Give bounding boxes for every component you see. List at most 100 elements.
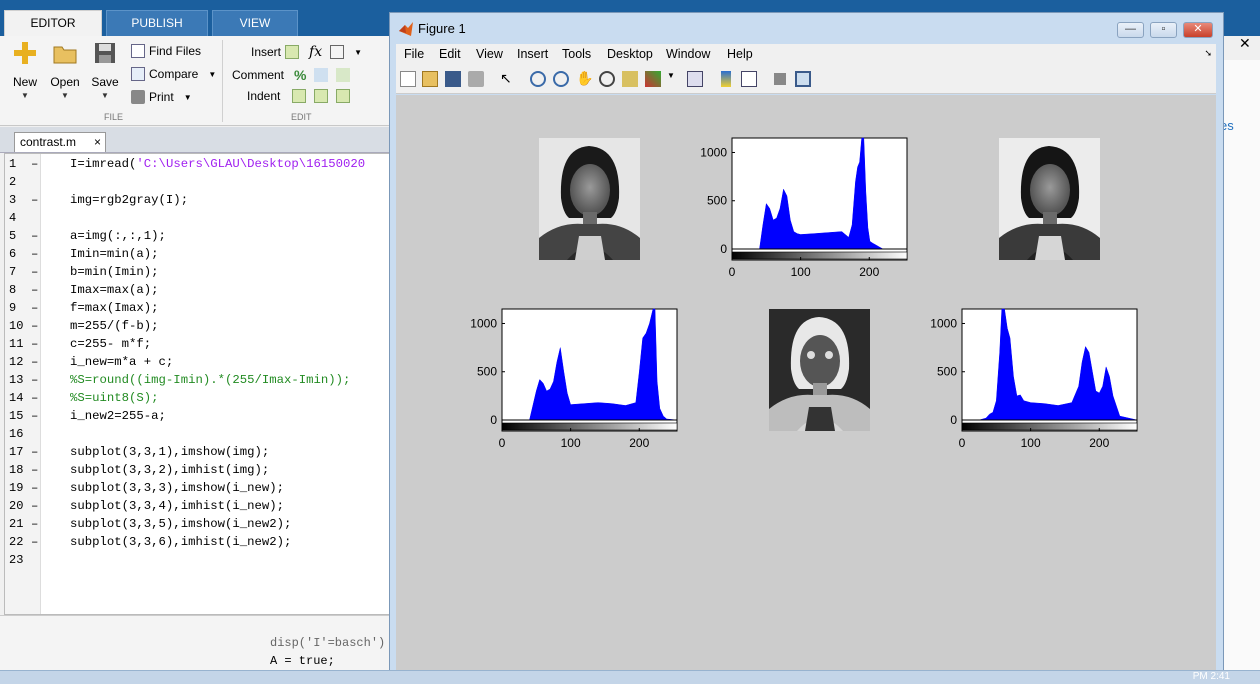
save-button[interactable]: Save ▼ xyxy=(86,42,124,100)
breakpoint-marker[interactable]: – xyxy=(31,265,39,279)
code-line[interactable]: m=255/(f-b); xyxy=(70,317,159,335)
breakpoint-marker[interactable]: – xyxy=(31,301,39,315)
menu-edit[interactable]: Edit xyxy=(439,47,461,61)
open-file-icon[interactable] xyxy=(422,71,438,87)
code-line[interactable]: f=max(Imax); xyxy=(70,299,159,317)
zoom-in-icon[interactable] xyxy=(530,71,546,87)
file-tab-contrast[interactable]: contrast.m × xyxy=(14,132,106,152)
colorbar-icon[interactable] xyxy=(721,71,731,87)
code-line[interactable]: c=255- m*f; xyxy=(70,335,151,353)
decrease-indent-icon[interactable] xyxy=(336,89,351,103)
smart-indent-icon[interactable] xyxy=(292,89,307,103)
breakpoint-marker[interactable]: – xyxy=(31,283,39,297)
tab-view[interactable]: VIEW xyxy=(212,10,298,36)
menu-view[interactable]: View xyxy=(476,47,503,61)
comment-percent-icon[interactable]: % xyxy=(294,67,307,83)
wrap-comments-icon[interactable] xyxy=(336,68,351,82)
breakpoint-marker[interactable]: – xyxy=(31,481,39,495)
open-button[interactable]: Open ▼ xyxy=(46,42,84,100)
code-text: b=min(Imin); xyxy=(70,265,159,279)
code-line[interactable]: img=rgb2gray(I); xyxy=(70,191,188,209)
close-button[interactable]: ✕ xyxy=(1183,22,1213,38)
menu-desktop[interactable]: Desktop xyxy=(607,47,653,61)
rotate-3d-icon[interactable] xyxy=(599,71,615,87)
code-line[interactable]: a=img(:,:,1); xyxy=(70,227,166,245)
show-plot-tools-icon[interactable] xyxy=(795,71,811,87)
menu-help[interactable]: Help xyxy=(727,47,753,61)
print-figure-icon[interactable] xyxy=(468,71,484,87)
legend-icon[interactable] xyxy=(741,71,757,87)
y-tick-label: 0 xyxy=(490,413,497,427)
close-icon[interactable]: ✕ xyxy=(1239,35,1251,51)
zoom-out-icon[interactable] xyxy=(553,71,569,87)
chevron-down-icon[interactable]: ▼ xyxy=(354,47,363,57)
undock-arrow-icon[interactable]: ➘ xyxy=(1204,48,1212,58)
breakpoint-marker[interactable]: – xyxy=(31,247,39,261)
code-editor[interactable]: 1–2 3–4 5–6–7–8–9–10–11–12–13–14–15–16 17–1… xyxy=(4,153,390,615)
data-cursor-icon[interactable] xyxy=(622,71,638,87)
code-line[interactable]: i_new2=255-a; xyxy=(70,407,166,425)
breakpoint-marker[interactable]: – xyxy=(31,229,39,243)
breakpoint-marker[interactable]: – xyxy=(31,391,39,405)
indent-button[interactable]: Indent xyxy=(247,89,351,103)
breakpoint-marker[interactable]: – xyxy=(31,445,39,459)
print-button[interactable]: Print ▼ xyxy=(131,90,192,104)
code-line[interactable]: Imax=max(a); xyxy=(70,281,159,299)
code-line[interactable]: %S=round((img-Imin).*(255/Imax-Imin)); xyxy=(70,371,350,389)
code-line[interactable]: subplot(3,3,6),imhist(i_new2); xyxy=(70,533,291,551)
link-plot-icon[interactable] xyxy=(687,71,703,87)
uncomment-icon[interactable] xyxy=(314,68,329,82)
code-line[interactable]: b=min(Imin); xyxy=(70,263,159,281)
menu-file[interactable]: File xyxy=(404,47,425,61)
code-line[interactable]: %S=uint8(S); xyxy=(70,389,159,407)
y-tick-label: 1000 xyxy=(700,145,727,159)
menu-insert[interactable]: Insert xyxy=(517,47,549,61)
breakpoint-marker[interactable]: – xyxy=(31,463,39,477)
chevron-down-icon[interactable]: ▼ xyxy=(667,71,675,80)
code-line[interactable]: I=imread('C:\Users\GLAU\Desktop\16150020 xyxy=(70,155,365,173)
line-number: 13 xyxy=(9,373,24,387)
menu-window[interactable]: Window xyxy=(666,47,711,61)
code-line[interactable]: subplot(3,3,5),imshow(i_new2); xyxy=(70,515,291,533)
function-browser-icon[interactable] xyxy=(330,45,345,59)
pan-hand-icon[interactable]: ✋ xyxy=(576,70,594,86)
fx-icon[interactable]: fx xyxy=(309,44,323,60)
y-tick-label: 500 xyxy=(707,194,727,208)
breakpoint-marker[interactable]: – xyxy=(31,319,39,333)
code-line[interactable]: subplot(3,3,2),imhist(img); xyxy=(70,461,269,479)
find-files-button[interactable]: Find Files xyxy=(131,44,201,58)
code-line[interactable]: subplot(3,3,3),imshow(i_new); xyxy=(70,479,284,497)
y-tick-label: 0 xyxy=(720,242,727,256)
code-line[interactable]: i_new=m*a + c; xyxy=(70,353,173,371)
pointer-icon[interactable]: ↖ xyxy=(500,70,512,86)
breakpoint-marker[interactable]: – xyxy=(31,355,39,369)
compare-button[interactable]: Compare ▼ xyxy=(131,67,216,81)
tab-editor[interactable]: EDITOR xyxy=(4,10,102,36)
code-line[interactable]: Imin=min(a); xyxy=(70,245,159,263)
save-figure-icon[interactable] xyxy=(445,71,461,87)
maximize-button[interactable]: ▫ xyxy=(1150,22,1177,38)
menu-tools[interactable]: Tools xyxy=(562,47,592,61)
breakpoint-marker[interactable]: – xyxy=(31,193,39,207)
breakpoint-marker[interactable]: – xyxy=(31,535,39,549)
comment-button[interactable]: Comment % xyxy=(232,67,351,83)
brush-icon[interactable] xyxy=(645,71,661,87)
tab-publish[interactable]: PUBLISH xyxy=(106,10,208,36)
breakpoint-marker[interactable]: – xyxy=(31,499,39,513)
code-line[interactable]: subplot(3,3,1),imshow(img); xyxy=(70,443,269,461)
new-figure-icon[interactable] xyxy=(400,71,416,87)
breakpoint-marker[interactable]: – xyxy=(31,373,39,387)
close-icon[interactable]: × xyxy=(93,135,101,149)
figure-toolbar: ↖ ✋ ▼ xyxy=(396,66,1216,94)
breakpoint-marker[interactable]: – xyxy=(31,337,39,351)
insert-button[interactable]: Insert fx ▼ xyxy=(251,44,362,60)
minimize-button[interactable]: — xyxy=(1117,22,1144,38)
line-number: 20 xyxy=(9,499,24,513)
hide-plot-tools-icon[interactable] xyxy=(774,73,786,85)
new-button[interactable]: New ▼ xyxy=(6,42,44,100)
breakpoint-marker[interactable]: – xyxy=(31,517,39,531)
breakpoint-marker[interactable]: – xyxy=(31,157,39,171)
breakpoint-marker[interactable]: – xyxy=(31,409,39,423)
code-line[interactable]: subplot(3,3,4),imhist(i_new); xyxy=(70,497,284,515)
increase-indent-icon[interactable] xyxy=(314,89,329,103)
